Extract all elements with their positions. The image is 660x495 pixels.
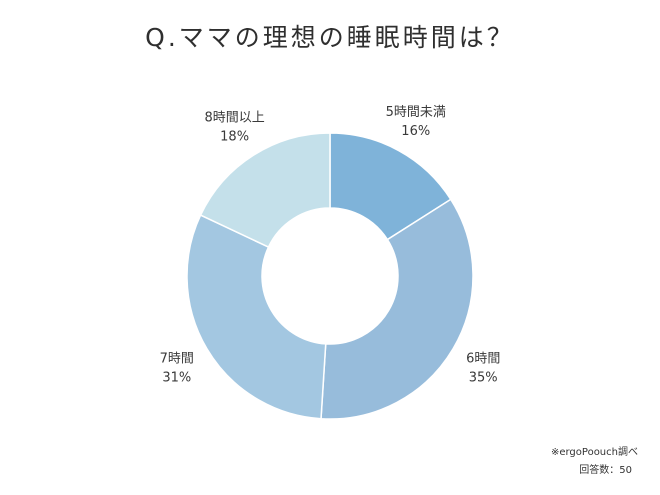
source-note: ※ergoPoouch調べ (550, 447, 638, 458)
donut-slice (329, 132, 452, 241)
respondent-count: 回答数：50 (579, 465, 632, 476)
slice-category-label: 5時間未満 (386, 105, 446, 120)
donut-slices (186, 132, 474, 420)
slice-percent-label: 31% (162, 371, 191, 386)
slice-labels: 5時間未満 16% 6時間 35% 7時間 31% 8時間以上 18% (160, 105, 501, 386)
donut-slice (320, 198, 474, 420)
slice-percent-label: 16% (401, 124, 430, 139)
slice-category-label: 8時間以上 (204, 111, 264, 126)
slice-percent-label: 18% (220, 130, 249, 145)
slice-category-label: 7時間 (160, 352, 194, 367)
slice-percent-label: 35% (469, 371, 498, 386)
chart-title: Q.ママの理想の睡眠時間は？ (145, 23, 515, 52)
slice-category-label: 6時間 (466, 352, 500, 367)
donut-slice (199, 132, 331, 249)
donut-slice (186, 214, 327, 420)
